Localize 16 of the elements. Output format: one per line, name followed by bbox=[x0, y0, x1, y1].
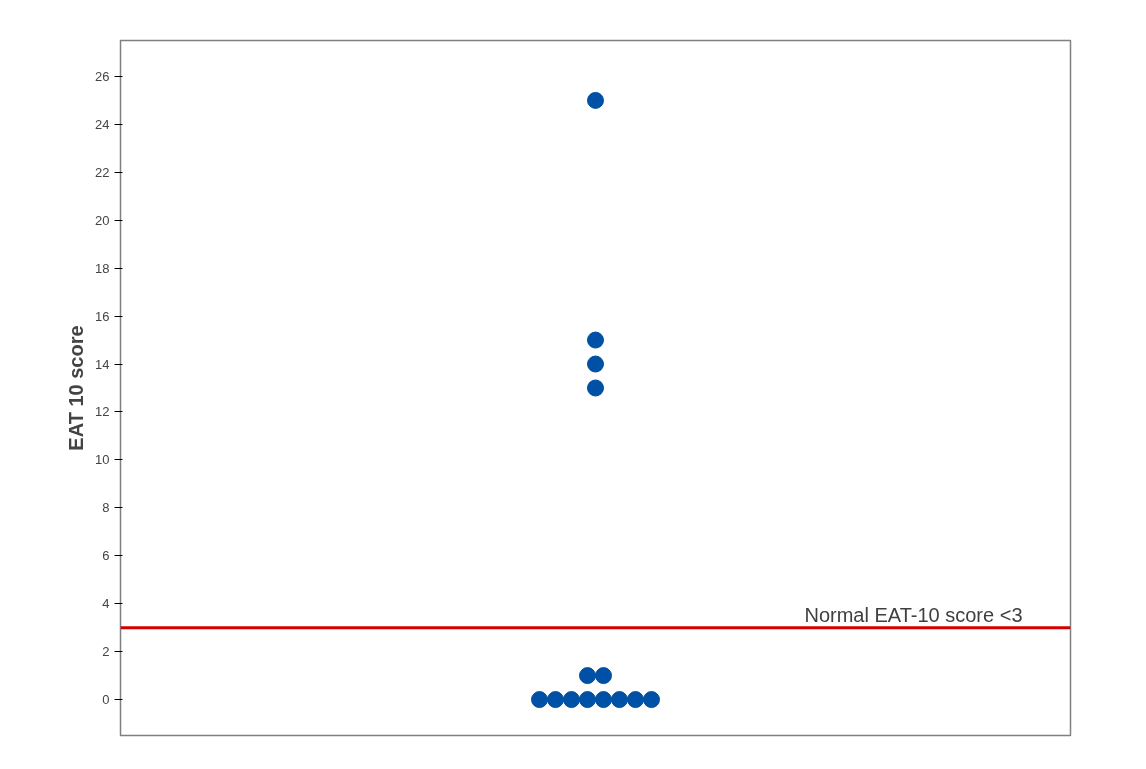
y-tick-label: 4 bbox=[102, 596, 110, 612]
y-tick-label: 12 bbox=[95, 404, 110, 420]
y-tick-label: 20 bbox=[95, 212, 110, 228]
y-tick-label: 2 bbox=[102, 644, 110, 660]
y-tick-label: 14 bbox=[95, 356, 110, 372]
y-tick-label: 26 bbox=[95, 68, 110, 84]
y-tick-label: 24 bbox=[95, 116, 110, 132]
y-axis-title: EAT 10 score bbox=[65, 325, 88, 451]
y-tick-label: 16 bbox=[95, 308, 110, 324]
y-tick-label: 18 bbox=[95, 260, 110, 276]
y-tick-label: 0 bbox=[102, 692, 110, 708]
y-tick-label: 10 bbox=[95, 452, 110, 468]
y-tick-label: 6 bbox=[102, 548, 110, 564]
y-tick-label: 22 bbox=[95, 164, 110, 180]
ref-line-label: Normal EAT-10 score <3 bbox=[804, 603, 1023, 626]
y-tick-label: 8 bbox=[102, 500, 110, 516]
